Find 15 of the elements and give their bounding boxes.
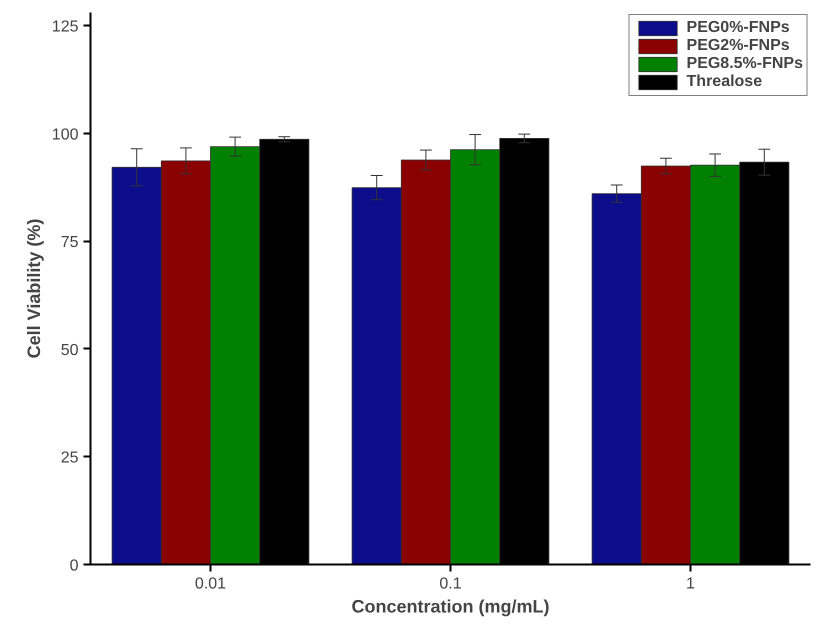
legend-label: PEG8.5%-FNPs (686, 55, 803, 73)
x-axis-title: Concentration (mg/mL) (352, 596, 550, 616)
y-tick-label: 125 (52, 18, 79, 36)
legend-label: PEG0%-FNPs (686, 19, 790, 37)
y-tick-label: 75 (60, 234, 79, 252)
legend-label: PEG2%-FNPs (686, 37, 790, 55)
y-axis-title: Cell Viability (%) (24, 218, 44, 358)
x-tick-label: 1 (686, 576, 696, 592)
legend-label: Threalose (686, 73, 762, 91)
y-tick-label: 25 (60, 450, 79, 467)
y-tick-label: 100 (52, 126, 79, 144)
x-tick-label: 0.1 (439, 576, 462, 592)
y-tick-label: 50 (60, 342, 79, 359)
y-tick-label: 0 (70, 558, 79, 574)
x-tick-label: 0.01 (194, 576, 226, 592)
